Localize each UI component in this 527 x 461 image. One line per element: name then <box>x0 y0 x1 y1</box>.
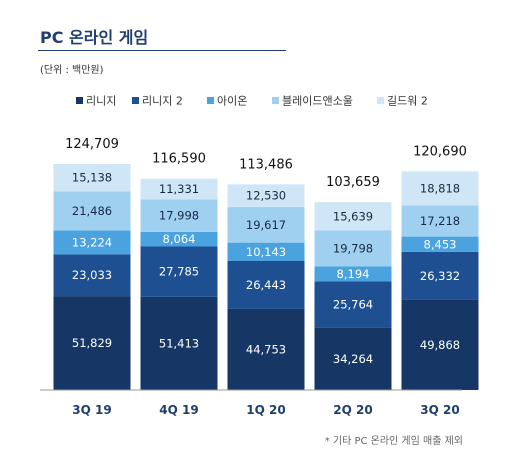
footnote: * 기타 PC 온라인 게임 매출 제외 <box>324 436 463 447</box>
bar-group: 44,753 26,443 10,143 19,617 12,530 113,486 <box>227 157 305 390</box>
segment-value-label: 15,639 <box>333 209 373 223</box>
bar-group: 51,829 23,033 13,224 21,486 15,138 124,709 <box>53 137 131 390</box>
bar-total-label: 113,486 <box>239 157 293 172</box>
segment-value-label: 34,264 <box>333 352 373 366</box>
bar-segment <box>53 230 131 255</box>
bar-segment <box>53 254 131 297</box>
segment-value-label: 18,818 <box>420 181 460 195</box>
legend-label: 리니지 <box>86 95 116 108</box>
x-tick-label: 4Q 19 <box>159 403 198 417</box>
bar-segment <box>401 251 479 300</box>
bar-segment <box>140 296 218 390</box>
bar-segment <box>227 260 305 309</box>
legend-label: 길드워 2 <box>387 95 428 108</box>
bar-segment <box>140 178 218 200</box>
bar-segment <box>314 281 392 328</box>
segment-value-label: 19,617 <box>246 218 286 232</box>
legend-swatch <box>207 97 214 104</box>
bar-segment <box>401 171 479 206</box>
legend-swatch <box>272 97 279 104</box>
title-underline <box>38 50 286 51</box>
bar-group: 34,264 25,764 8,194 19,798 15,639 103,659 <box>314 175 392 390</box>
bar-group: 49,868 26,332 8,453 17,218 18,818 120,690 <box>401 144 479 390</box>
legend: 리니지 리니지 2 아이온 블레이드앤소울 길드워 2 <box>76 95 428 108</box>
segment-value-label: 44,753 <box>246 342 286 356</box>
segment-value-label: 15,138 <box>72 171 112 185</box>
segment-value-label: 12,530 <box>246 189 286 203</box>
bar-total-label: 124,709 <box>65 137 119 152</box>
bar-segment <box>314 230 392 267</box>
x-tick-label: 3Q 20 <box>420 403 459 417</box>
chart-title: PC 온라인 게임 <box>40 28 149 47</box>
x-tick-label: 3Q 19 <box>72 403 111 417</box>
segment-value-label: 49,868 <box>420 338 460 352</box>
x-tick-label: 2Q 20 <box>333 403 372 417</box>
segment-value-label: 23,033 <box>72 268 112 282</box>
bar-total-label: 103,659 <box>326 175 380 190</box>
bar-segment <box>53 191 131 231</box>
segment-value-label: 17,218 <box>420 214 460 228</box>
segment-value-label: 27,785 <box>159 265 199 279</box>
bar-segment <box>140 199 218 232</box>
bar-segment <box>401 236 479 252</box>
segment-value-label: 13,224 <box>72 235 112 249</box>
segment-value-label: 26,332 <box>420 269 460 283</box>
unit-label: (단위 : 백만원) <box>40 65 104 76</box>
bar-segment <box>227 308 305 390</box>
segment-value-label: 11,331 <box>159 182 199 196</box>
x-axis-ticks: 3Q 19 4Q 19 1Q 20 2Q 20 3Q 20 <box>72 403 459 417</box>
x-tick-label: 1Q 20 <box>246 403 285 417</box>
segment-value-label: 8,453 <box>424 237 457 251</box>
legend-label: 블레이드앤소울 <box>282 95 353 108</box>
legend-swatch <box>132 97 139 104</box>
bar-segment <box>140 246 218 297</box>
legend-label: 리니지 2 <box>142 95 183 108</box>
segment-value-label: 21,486 <box>72 204 112 218</box>
bar-total-label: 120,690 <box>413 144 467 159</box>
bar-segment <box>140 231 218 247</box>
bar-segment <box>227 207 305 243</box>
bar-segment <box>314 327 392 390</box>
bar-total-label: 116,590 <box>152 152 206 167</box>
segment-value-label: 10,143 <box>246 245 286 259</box>
segment-value-label: 25,764 <box>333 298 373 312</box>
bar-segment <box>401 299 479 390</box>
bar-segment <box>227 242 305 261</box>
bar-groups: 51,82923,03313,22421,48615,138124,70951,… <box>53 137 479 390</box>
bar-segment <box>53 296 131 390</box>
bar-segment <box>401 205 479 237</box>
segment-value-label: 51,829 <box>72 336 112 350</box>
bar-group: 51,413 27,785 8,064 17,998 11,331 116,590 <box>140 152 218 390</box>
bar-segment <box>227 184 305 208</box>
segment-value-label: 26,443 <box>246 278 286 292</box>
legend-swatch <box>377 97 384 104</box>
bar-segment <box>53 164 131 192</box>
segment-value-label: 19,798 <box>333 241 373 255</box>
segment-value-label: 8,194 <box>337 267 370 281</box>
bar-segment <box>314 202 392 231</box>
segment-value-label: 17,998 <box>159 209 199 223</box>
segment-value-label: 8,064 <box>163 232 196 246</box>
legend-label: 아이온 <box>217 95 247 108</box>
legend-swatch <box>76 97 83 104</box>
bar-segment <box>314 266 392 282</box>
segment-value-label: 51,413 <box>159 336 199 350</box>
